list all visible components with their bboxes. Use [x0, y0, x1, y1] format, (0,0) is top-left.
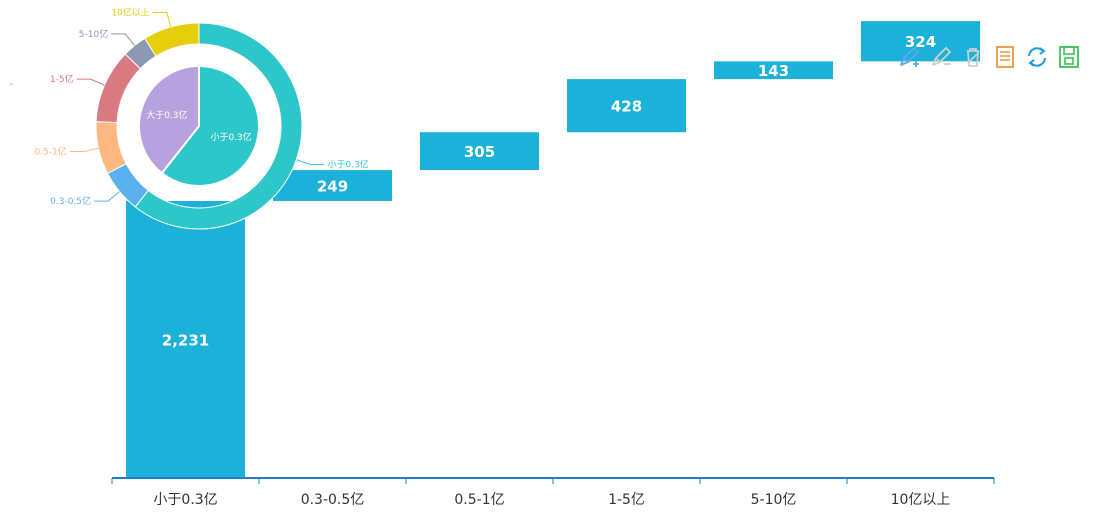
donut-leader-line: [69, 147, 99, 152]
mark-icon[interactable]: [896, 44, 922, 70]
data-label: 2,231: [162, 332, 209, 350]
donut-slice: [134, 22, 303, 230]
x-tick-label: 0.5-1亿: [454, 492, 504, 508]
bar: [126, 201, 245, 479]
data-label: 249: [317, 178, 348, 196]
data-label: 143: [758, 62, 789, 80]
data-view-icon[interactable]: [992, 44, 1018, 70]
donut-leader-line: [111, 33, 136, 46]
bar: [273, 170, 392, 202]
donut-slice: [144, 22, 200, 57]
donut-leader-line: [296, 159, 325, 166]
mark-clear-icon[interactable]: [960, 44, 986, 70]
donut-leader-line: [76, 78, 105, 86]
bar: [861, 21, 980, 62]
x-tick-label: 0.3-0.5亿: [301, 492, 365, 508]
save-image-icon[interactable]: [1056, 44, 1082, 70]
donut-leader-line: [152, 11, 172, 28]
inner-pie-slice: [160, 64, 260, 187]
inner-pie-label: 大于0.3亿: [146, 109, 187, 121]
inner-pie-label: 小于0.3亿: [210, 131, 251, 143]
data-label: 324: [905, 33, 936, 51]
donut-label: 1-5亿: [50, 73, 74, 85]
restore-icon[interactable]: [1024, 44, 1050, 70]
donut-label: 5-10亿: [79, 28, 108, 40]
mark-undo-icon[interactable]: [928, 44, 954, 70]
donut-label: 小于0.3亿: [327, 159, 368, 171]
side-mark: ﾞ: [10, 84, 15, 95]
x-tick-label: 小于0.3亿: [153, 492, 217, 508]
x-tick-label: 10亿以上: [891, 492, 951, 508]
toolbox: [896, 44, 1082, 70]
bar: [567, 79, 686, 133]
bar: [420, 132, 539, 171]
donut-label: 10亿以上: [111, 6, 149, 18]
donut-leader-line: [94, 191, 120, 202]
x-tick-label: 1-5亿: [608, 492, 645, 508]
data-label: 305: [464, 143, 495, 161]
donut-slice: [95, 53, 142, 124]
bar: [714, 61, 833, 80]
x-tick-label: 5-10亿: [751, 492, 797, 508]
donut-label: 0.5-1亿: [34, 145, 66, 157]
donut-slice: [95, 121, 127, 175]
inner-pie-slice: [138, 64, 200, 175]
donut-label: 0.3-0.5亿: [50, 195, 91, 207]
data-label: 428: [611, 98, 642, 116]
